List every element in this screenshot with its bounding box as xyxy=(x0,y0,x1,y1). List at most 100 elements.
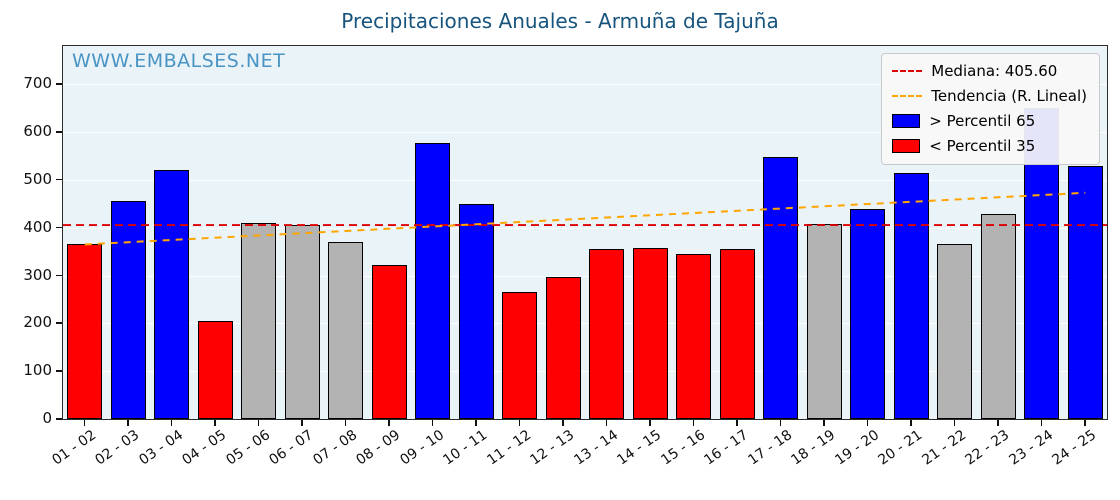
legend-item-median: Mediana: 405.60 xyxy=(892,62,1087,80)
bar-07-08 xyxy=(328,242,364,419)
chart-title: Precipitaciones Anuales - Armuña de Taju… xyxy=(341,9,779,33)
x-tick-label: 18 - 19 xyxy=(788,427,839,469)
x-tick-mark xyxy=(214,420,216,426)
x-tick-label: 13 - 14 xyxy=(571,427,621,469)
x-tick-label: 12 - 13 xyxy=(527,427,578,469)
legend-item-high: > Percentil 65 xyxy=(892,112,1087,130)
bar-08-09 xyxy=(371,265,407,419)
x-tick-mark xyxy=(431,420,434,426)
bar-11-12 xyxy=(502,292,538,419)
x-tick-mark xyxy=(649,420,651,426)
bar-12-13 xyxy=(545,276,581,419)
y-tick-label: 600 xyxy=(23,122,52,141)
bar-10-11 xyxy=(458,203,494,419)
y-tick-mark xyxy=(56,322,62,324)
x-tick-label: 21 - 22 xyxy=(919,427,969,469)
y-tick-label: 300 xyxy=(23,265,52,284)
x-tick-label: 10 - 11 xyxy=(440,427,491,469)
bar-22-23 xyxy=(980,214,1016,419)
y-tick-label: 700 xyxy=(23,74,52,93)
median-line-swatch-icon xyxy=(892,70,923,72)
bar-15-16 xyxy=(676,254,712,419)
bar-06-07 xyxy=(284,225,320,419)
bar-05-06 xyxy=(241,222,277,419)
x-tick-mark xyxy=(170,420,173,426)
x-tick-mark xyxy=(736,420,738,426)
bar-09-10 xyxy=(415,142,451,419)
y-tick-label: 400 xyxy=(23,217,52,236)
y-tick-mark xyxy=(56,370,62,372)
legend-high-label: > Percentil 65 xyxy=(929,112,1036,130)
x-tick-mark xyxy=(127,420,129,426)
x-tick-mark xyxy=(1084,420,1086,426)
bar-17-18 xyxy=(763,156,799,419)
x-tick-mark xyxy=(301,420,303,426)
x-tick-mark xyxy=(692,420,695,426)
x-tick-label: 09 - 10 xyxy=(397,427,447,469)
x-tick-mark xyxy=(1040,420,1043,426)
y-tick-mark xyxy=(56,83,62,85)
bar-24-25 xyxy=(1067,165,1103,419)
legend-item-low: < Percentil 35 xyxy=(892,137,1087,155)
high-percentile-swatch-icon xyxy=(892,114,921,128)
x-tick-label: 15 - 16 xyxy=(658,427,708,469)
x-tick-mark xyxy=(388,420,390,426)
x-tick-mark xyxy=(605,420,608,426)
y-tick-mark xyxy=(56,226,62,229)
bar-04-05 xyxy=(197,320,233,419)
gridline xyxy=(63,179,1107,181)
x-tick-mark xyxy=(475,420,477,426)
x-tick-label: 03 - 04 xyxy=(136,427,186,469)
y-tick-label: 200 xyxy=(23,313,52,332)
legend-median-label: Mediana: 405.60 xyxy=(931,62,1058,80)
y-tick-mark xyxy=(56,131,62,133)
bar-20-21 xyxy=(893,172,929,419)
x-tick-label: 01 - 02 xyxy=(49,427,99,469)
gridline xyxy=(63,84,1107,86)
plot-area: WWW.EMBALSES.NET Mediana: 405.60 Tendenc… xyxy=(62,45,1108,420)
x-tick-label: 24 - 25 xyxy=(1049,427,1100,469)
x-tick-mark xyxy=(518,420,521,426)
x-tick-mark xyxy=(257,420,260,426)
watermark: WWW.EMBALSES.NET xyxy=(72,50,286,72)
bar-13-14 xyxy=(589,249,625,419)
bar-18-19 xyxy=(806,224,842,419)
x-tick-label: 22 - 23 xyxy=(962,427,1013,469)
gridline xyxy=(63,323,1107,325)
gridline xyxy=(63,371,1107,373)
x-tick-label: 19 - 20 xyxy=(832,427,882,469)
gridline xyxy=(63,132,1107,134)
bar-02-03 xyxy=(110,201,146,419)
x-tick-label: 11 - 12 xyxy=(484,427,534,469)
x-tick-mark xyxy=(779,420,782,426)
x-tick-mark xyxy=(83,420,86,426)
bar-21-22 xyxy=(937,243,973,419)
x-tick-label: 05 - 06 xyxy=(223,427,273,469)
y-tick-label: 0 xyxy=(42,409,52,427)
gridline xyxy=(63,275,1107,277)
bar-16-17 xyxy=(719,249,755,419)
legend-low-label: < Percentil 35 xyxy=(929,137,1036,155)
x-tick-mark xyxy=(997,420,999,426)
bar-03-04 xyxy=(154,170,190,419)
legend-item-trend: Tendencia (R. Lineal) xyxy=(892,87,1087,105)
y-tick-label: 500 xyxy=(23,169,52,188)
x-tick-label: 06 - 07 xyxy=(266,427,317,469)
y-tick-mark xyxy=(56,274,62,277)
x-tick-mark xyxy=(823,420,825,426)
bar-19-20 xyxy=(850,208,886,419)
x-tick-label: 17 - 18 xyxy=(745,427,795,469)
low-percentile-swatch-icon xyxy=(892,139,921,153)
x-tick-mark xyxy=(953,420,956,426)
y-tick-mark xyxy=(56,178,62,181)
trend-line-swatch-icon xyxy=(892,95,923,97)
x-tick-label: 02 - 03 xyxy=(92,427,143,469)
x-tick-mark xyxy=(562,420,564,426)
bar-14-15 xyxy=(632,248,668,419)
legend: Mediana: 405.60 Tendencia (R. Lineal) > … xyxy=(881,53,1100,165)
x-tick-label: 14 - 15 xyxy=(614,427,665,469)
x-tick-label: 07 - 08 xyxy=(310,427,360,469)
x-tick-mark xyxy=(866,420,869,426)
x-tick-mark xyxy=(910,420,912,426)
